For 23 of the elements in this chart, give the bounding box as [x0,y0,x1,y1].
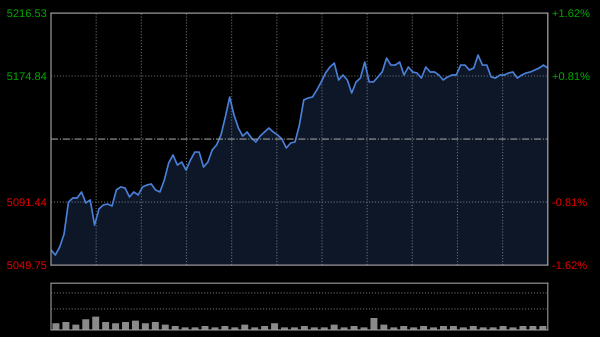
bar [380,324,388,330]
y-tick-label: 5049.75 [7,261,46,270]
bar [132,320,139,330]
bar [370,318,378,330]
bar [112,323,120,330]
bar [62,322,70,330]
bar [102,322,110,330]
bar [152,322,159,330]
y-tick-label: 5216.53 [7,9,46,18]
bar [52,323,60,330]
bar [142,323,149,330]
y2-tick-label: -0.81% [552,198,587,206]
bar [271,323,278,330]
bar [122,322,129,330]
bar [92,316,100,330]
y-tick-label: 5174.84 [7,72,47,80]
bar [72,324,80,330]
y2-tick-label: +0.81% [552,72,590,80]
bar [82,319,90,330]
y-tick-label: 5091.44 [7,198,47,206]
y2-tick-label: +1.62% [552,9,590,18]
bar [330,324,338,330]
y2-tick-label: -1.62% [552,261,587,270]
